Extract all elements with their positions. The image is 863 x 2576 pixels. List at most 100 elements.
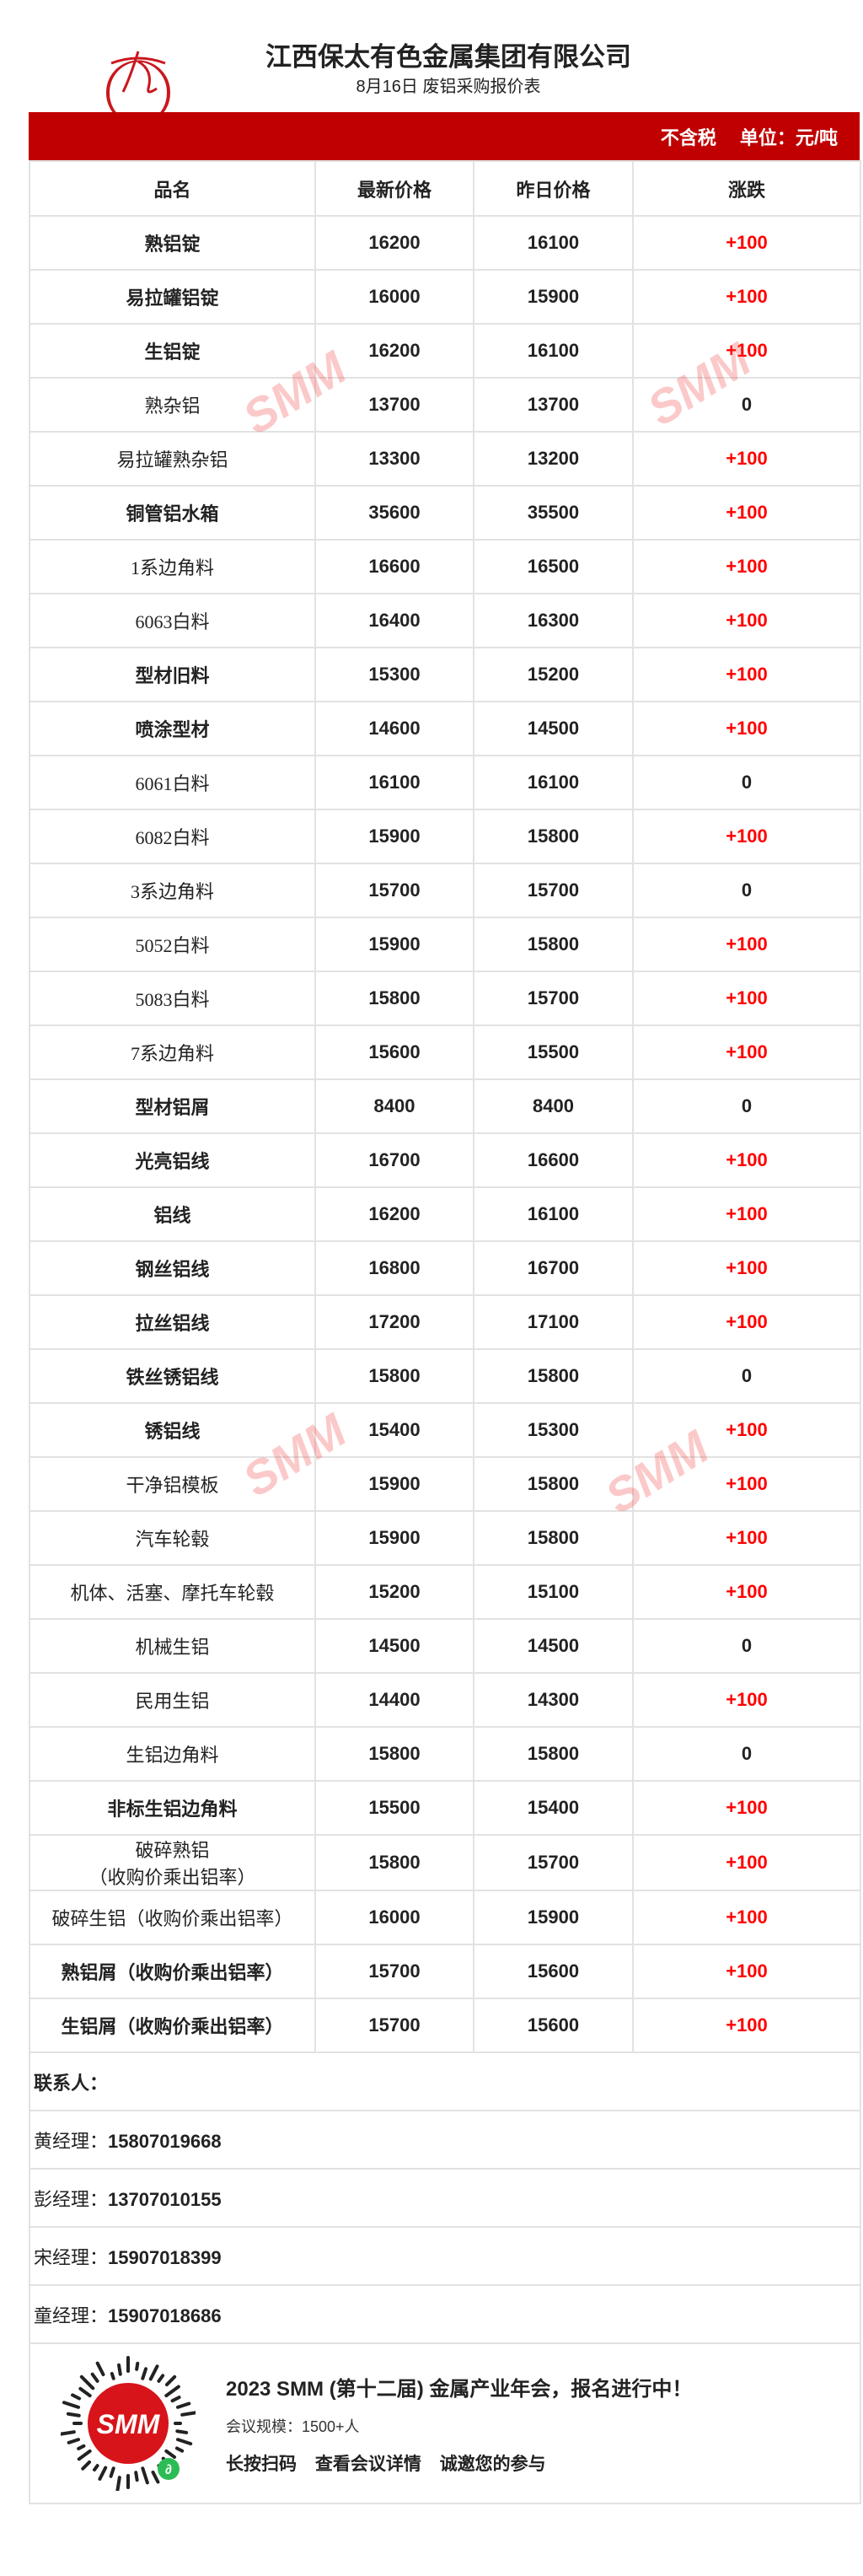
- price-change: +100: [632, 539, 861, 594]
- price-table: 品名 最新价格 昨日价格 涨跌 熟铝锭 16200 16100 +100 易拉罐铝…: [29, 160, 861, 2504]
- prev-price: 13700: [473, 377, 634, 433]
- price-change: +100: [632, 1186, 861, 1242]
- prev-price: 13200: [473, 431, 634, 487]
- latest-price: 14500: [314, 1618, 474, 1674]
- price-change: +100: [632, 431, 861, 487]
- promo-scale: 会议规模：1500+人: [226, 2417, 360, 2435]
- price-change: 0: [632, 755, 861, 810]
- table-row: 铝线 16200 16100 +100: [29, 1186, 861, 1242]
- prev-price: 16600: [473, 1132, 634, 1188]
- price-change: +100: [632, 1294, 861, 1350]
- contact-name: 彭经理：: [34, 2188, 109, 2210]
- prev-price: 15800: [473, 1348, 634, 1404]
- latest-price: 16200: [314, 323, 474, 379]
- contact-row: 彭经理：13707010155: [29, 2168, 861, 2228]
- latest-price: 15900: [314, 809, 474, 864]
- table-row: 生铝锭 16200 16100 +100: [29, 323, 861, 379]
- contact-phone[interactable]: 13707010155: [108, 2188, 222, 2210]
- table-row: 熟杂铝 13700 13700 0: [29, 377, 861, 433]
- contact-name: 童经理：: [34, 2304, 109, 2326]
- price-change: +100: [632, 917, 861, 972]
- contact-phone[interactable]: 15907018399: [108, 2246, 222, 2268]
- table-row: 民用生铝 14400 14300 +100: [29, 1672, 861, 1728]
- table-header: 品名 最新价格 昨日价格 涨跌: [29, 160, 861, 217]
- prev-price: 15800: [473, 917, 634, 972]
- prev-price: 15600: [473, 1998, 634, 2053]
- item-name: 5052白料: [29, 917, 316, 972]
- table-row: 7系边角料 15600 15500 +100: [29, 1024, 861, 1080]
- latest-price: 15800: [314, 971, 474, 1026]
- table-row: 3系边角料 15700 15700 0: [29, 863, 861, 918]
- item-name: 易拉罐熟杂铝: [29, 431, 316, 487]
- item-name: 6063白料: [29, 593, 316, 648]
- price-change: +100: [632, 1402, 861, 1458]
- table-row: 6082白料 15900 15800 +100: [29, 809, 861, 864]
- table-row: 钢丝铝线 16800 16700 +100: [29, 1240, 861, 1296]
- prev-price: 8400: [473, 1078, 634, 1134]
- item-name: 光亮铝线: [29, 1132, 316, 1188]
- table-row: 熟铝屑（收购价乘出铝率） 15700 15600 +100: [29, 1944, 861, 1999]
- contact-phone[interactable]: 15907018686: [108, 2304, 222, 2326]
- unit-band: 不含税 单位：元/吨: [29, 112, 860, 160]
- price-change: 0: [632, 1726, 861, 1782]
- item-name: 铝线: [29, 1186, 316, 1242]
- table-row: 锈铝线 15400 15300 +100: [29, 1402, 861, 1458]
- latest-price: 8400: [314, 1078, 474, 1134]
- latest-price: 13700: [314, 377, 474, 433]
- price-change: +100: [632, 1132, 861, 1188]
- prev-price: 15500: [473, 1024, 634, 1080]
- latest-price: 16200: [314, 1186, 474, 1242]
- item-name: 破碎熟铝 （收购价乘出铝率）: [29, 1834, 316, 1891]
- prev-price: 15600: [473, 1944, 634, 1999]
- table-row: 6063白料 16400 16300 +100: [29, 593, 861, 648]
- contact-phone[interactable]: 15807019668: [108, 2130, 222, 2152]
- item-name: 拉丝铝线: [29, 1294, 316, 1350]
- latest-price: 15400: [314, 1402, 474, 1458]
- cta-invite: 诚邀您的参与: [439, 2454, 546, 2474]
- item-name: 易拉罐铝锭: [29, 269, 316, 325]
- prev-price: 15900: [473, 1890, 634, 1945]
- contact-row: 黄经理：15807019668: [29, 2110, 861, 2170]
- item-name: 生铝边角料: [29, 1726, 316, 1782]
- price-change: +100: [632, 593, 861, 648]
- contact-row: 宋经理：15907018399: [29, 2226, 861, 2286]
- contact-row: 童经理：15907018686: [29, 2284, 861, 2344]
- latest-price: 16400: [314, 593, 474, 648]
- prev-price: 16100: [473, 215, 634, 271]
- latest-price: 15900: [314, 917, 474, 972]
- promo-banner[interactable]: SMM ∂ 2023 SMM (第十二届) 金属产业年会，报名进行中！ 会议规模…: [29, 2342, 861, 2504]
- table-row: 熟铝锭 16200 16100 +100: [29, 215, 861, 271]
- contact-name: 黄经理：: [34, 2130, 109, 2152]
- item-name: 5083白料: [29, 971, 316, 1026]
- qr-code[interactable]: SMM ∂: [58, 2356, 200, 2495]
- latest-price: 15300: [314, 647, 474, 702]
- item-name: 型材旧料: [29, 647, 316, 702]
- table-row: 拉丝铝线 17200 17100 +100: [29, 1294, 861, 1350]
- cta-details: 查看会议详情: [314, 2454, 421, 2474]
- prev-price: 16700: [473, 1240, 634, 1296]
- table-row: 6061白料 16100 16100 0: [29, 755, 861, 810]
- prev-price: 15900: [473, 269, 634, 325]
- prev-price: 16100: [473, 323, 634, 379]
- item-name: 生铝锭: [29, 323, 316, 379]
- tax-note: 不含税: [660, 126, 716, 148]
- prev-price: 15700: [473, 971, 634, 1026]
- table-row: 机械生铝 14500 14500 0: [29, 1618, 861, 1674]
- svg-text:∂: ∂: [165, 2463, 172, 2477]
- latest-price: 15700: [314, 863, 474, 918]
- price-sheet: 不含税 单位：元/吨 品名 最新价格 昨日价格 涨跌 熟铝锭 16200 161…: [29, 112, 861, 2504]
- item-name: 熟铝屑（收购价乘出铝率）: [29, 1944, 316, 1999]
- table-row: 光亮铝线 16700 16600 +100: [29, 1132, 861, 1188]
- contact-name: 宋经理：: [34, 2246, 109, 2268]
- table-row: 型材铝屑 8400 8400 0: [29, 1078, 861, 1134]
- item-name: 型材铝屑: [29, 1078, 316, 1134]
- contacts-heading-row: 联系人：: [29, 2052, 861, 2111]
- item-name: 锈铝线: [29, 1402, 316, 1458]
- item-name: 1系边角料: [29, 539, 316, 594]
- prev-price: 15700: [473, 863, 634, 918]
- price-change: +100: [632, 323, 861, 379]
- promo-cta: 长按扫码 查看会议详情 诚邀您的参与: [226, 2450, 692, 2476]
- price-change: +100: [632, 1024, 861, 1080]
- prev-price: 15800: [473, 1456, 634, 1512]
- price-change: 0: [632, 1348, 861, 1404]
